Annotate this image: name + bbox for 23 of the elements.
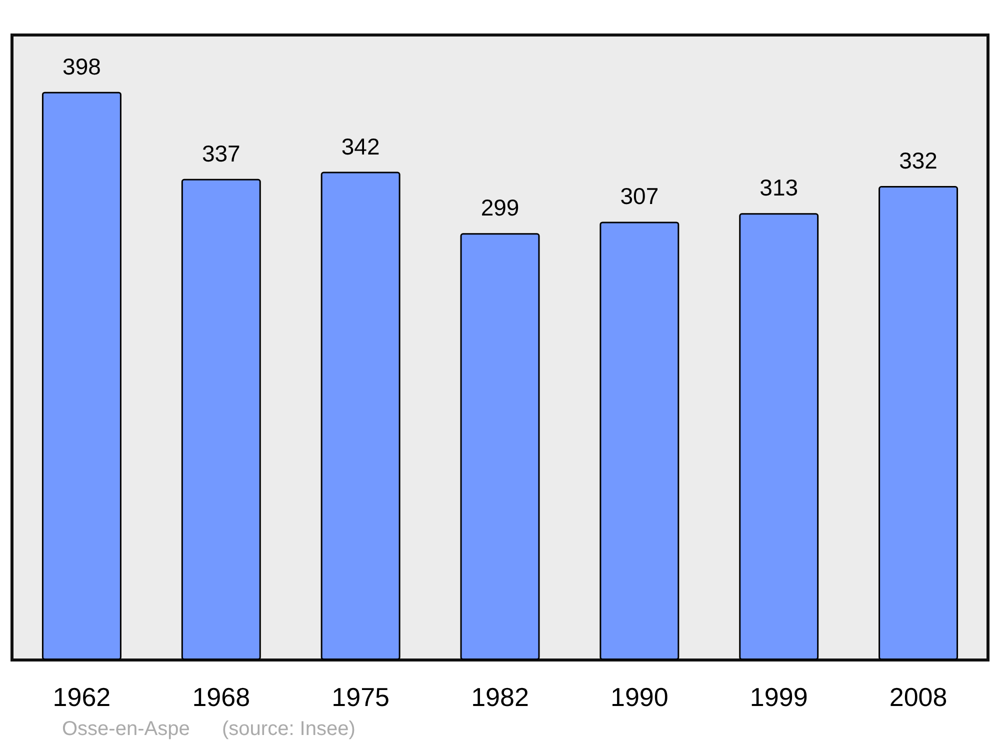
bar	[739, 213, 819, 660]
data-label: 307	[620, 183, 659, 210]
bar	[181, 178, 261, 660]
text: (source: Insee)	[222, 718, 356, 740]
x-tick-label: 1975	[332, 682, 390, 712]
bar	[460, 233, 540, 660]
bar	[42, 92, 122, 660]
data-label: 337	[202, 140, 240, 166]
x-tick-label: 1962	[52, 682, 111, 712]
text: Osse-en-Aspe	[62, 718, 190, 740]
data-label: 332	[899, 148, 938, 174]
data-label: 342	[341, 133, 380, 160]
data-label: 398	[62, 53, 101, 80]
x-tick-label: 1968	[192, 682, 250, 712]
x-tick-label: 1999	[750, 682, 808, 712]
x-tick-label: 1982	[471, 682, 529, 712]
bar	[320, 172, 400, 660]
data-label: 299	[480, 194, 520, 221]
bar	[600, 222, 680, 660]
data-label: 313	[760, 174, 798, 201]
x-tick-label: 2008	[889, 682, 948, 712]
x-tick-label: 1990	[610, 682, 668, 712]
bar	[878, 186, 958, 660]
